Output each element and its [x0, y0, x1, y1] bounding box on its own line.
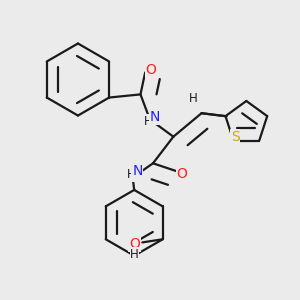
Text: O: O — [146, 63, 156, 77]
Text: O: O — [129, 237, 140, 251]
Text: H: H — [189, 92, 198, 105]
Text: S: S — [231, 130, 239, 144]
Text: H: H — [144, 115, 153, 128]
Text: H: H — [130, 248, 139, 261]
Text: N: N — [132, 164, 142, 178]
Text: N: N — [149, 110, 160, 124]
Text: O: O — [177, 167, 188, 181]
Text: H: H — [127, 168, 136, 182]
